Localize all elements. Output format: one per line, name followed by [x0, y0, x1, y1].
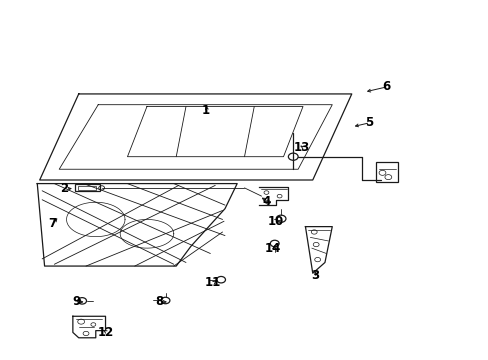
Text: 10: 10 — [267, 215, 284, 228]
Text: 8: 8 — [155, 296, 163, 309]
Text: 12: 12 — [97, 326, 113, 339]
Text: 11: 11 — [204, 276, 221, 289]
Text: 7: 7 — [48, 216, 56, 230]
Text: 1: 1 — [201, 104, 209, 117]
Text: 6: 6 — [381, 80, 389, 93]
Text: 13: 13 — [293, 141, 309, 154]
Bar — [375, 162, 397, 182]
Bar — [78, 186, 96, 190]
Text: 2: 2 — [60, 183, 68, 195]
Text: 14: 14 — [264, 242, 281, 255]
Text: 5: 5 — [364, 116, 372, 129]
Text: 9: 9 — [72, 296, 80, 309]
Text: 3: 3 — [310, 269, 319, 282]
Bar — [75, 184, 100, 192]
Text: 4: 4 — [262, 195, 270, 208]
